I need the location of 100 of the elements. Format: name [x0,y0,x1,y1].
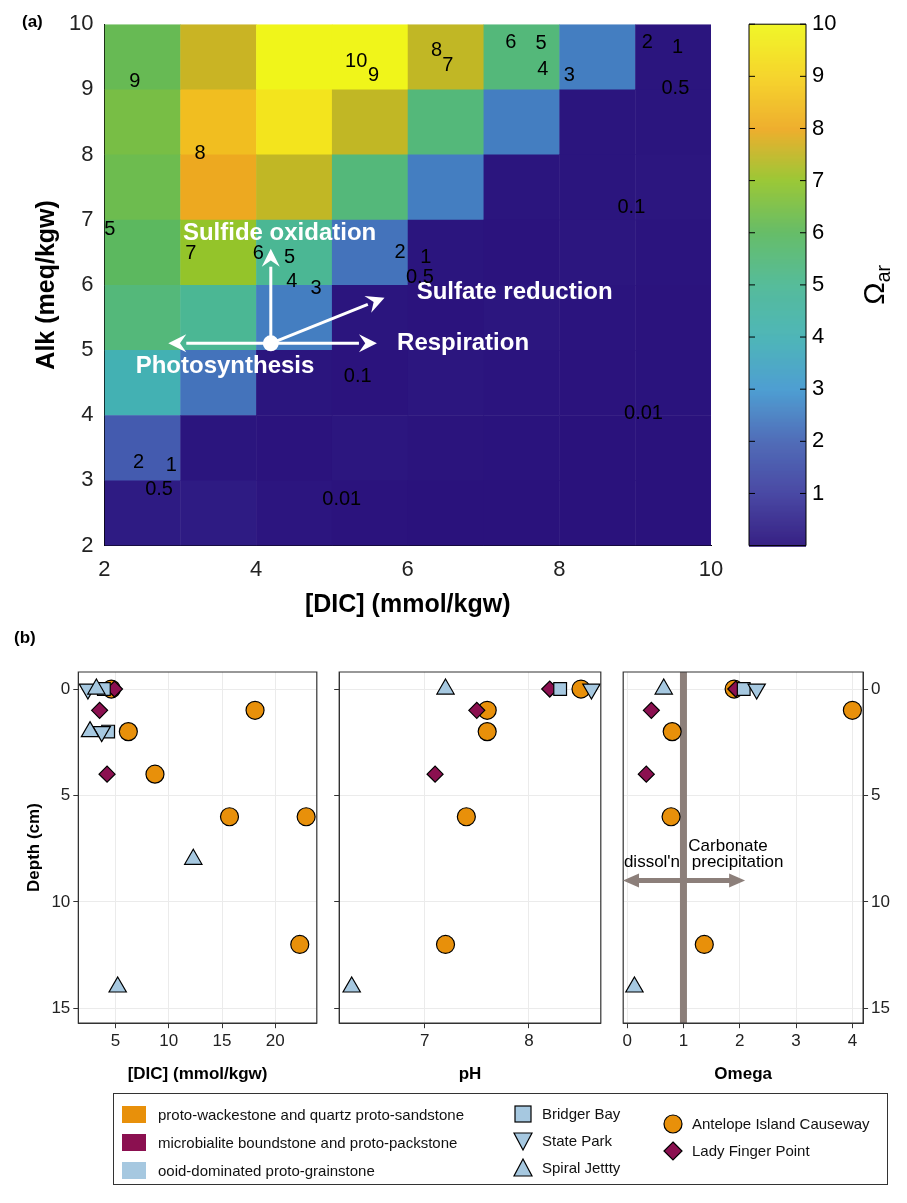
x-tick-label: 1 [678,1031,689,1051]
legend-label: State Park [542,1132,613,1149]
x-tick-label: 4 [847,1031,858,1051]
x-tick-label: 20 [265,1031,285,1051]
point [694,934,714,955]
point [477,722,497,742]
annotation: dissol'n [623,852,681,872]
y-axis-title: Depth (cm) [23,803,43,892]
y-tick-label: 3 [81,466,94,492]
y-tick-label: 2 [81,531,94,557]
annotation: Carbonate [688,835,768,855]
y-tick-label: 10 [68,10,94,36]
point [91,701,109,719]
x-tick-label: 5 [110,1031,121,1051]
y2-tick-label: 5 [871,785,881,805]
x-tick-label: 10 [698,555,724,581]
point [245,700,265,720]
annotation: 9 [368,62,380,85]
annotation: 5 [283,245,296,268]
text: proto-wackestone and quartz proto-sandstone [158,1105,465,1123]
point [662,722,682,742]
x-tick-label: 3 [791,1031,801,1051]
y-tick-label: 9 [81,75,94,101]
legend-label: Lady Finger Point [692,1142,810,1159]
y2-tick-label: 0 [871,678,881,698]
x-tick-label: 8 [524,1031,534,1051]
point [661,807,681,827]
y-tick-label: 7 [81,205,94,231]
color-bar-label: 4 [812,323,825,349]
color-bar-label: 5 [812,270,825,296]
x-tick-label: 8 [553,555,566,581]
point [642,701,660,719]
annotation: 7 [442,53,454,76]
annotation: 8 [430,38,443,61]
color-bar-label: 7 [812,166,825,192]
point [145,764,165,784]
annotation: 0.5 [145,477,173,500]
x-axis-title: pH [458,1064,482,1084]
y2-tick-label: 15 [871,997,891,1017]
x-axis-title: [DIC] (mmol/kgw) [127,1064,268,1084]
annotation: 0.1 [343,363,372,386]
annotation: 1 [672,34,684,57]
x-tick-label: 0 [622,1031,632,1051]
x-tick-label: 4 [249,555,263,581]
annotation: 4 [286,269,298,292]
point [118,722,138,742]
point [456,807,476,827]
annotation: 9 [129,69,141,92]
y-tick-label: 4 [81,401,94,427]
point [290,934,310,955]
y-tick-label: 5 [81,336,94,362]
color-bar-title: Ωar [857,264,895,305]
annotation: 1 [420,245,432,268]
x-axis-title: Omega [714,1064,773,1084]
annotation: 2 [641,29,653,52]
point [842,700,862,720]
y-axis-title: Alk (meq/kgw) [30,200,59,370]
y-tick-label: 5 [60,785,71,805]
annotation: 6 [505,29,517,52]
x-tick-label: 7 [419,1031,430,1051]
point [468,701,486,719]
y-tick-label: 15 [51,997,71,1017]
point [426,765,444,783]
annotation: 8 [194,141,206,164]
y-tick-label: 6 [81,270,94,296]
x-tick-label: 15 [212,1031,232,1051]
annotation: 5 [535,31,547,54]
annotation: 2 [133,449,145,472]
x-tick-label: 10 [159,1031,179,1051]
color-bar-label: 1 [812,479,825,505]
legend-label: Antelope Island Causeway [692,1115,870,1132]
color-bar-label: 6 [812,218,825,244]
legend-label: Spiral Jettty [542,1159,621,1176]
color-bar-label: 3 [812,375,825,401]
x-tick-label: 2 [735,1031,745,1051]
point [637,765,655,783]
annotation: 0.01 [322,487,362,510]
annotation: precipitation [691,852,784,872]
text: microbialite boundstone and proto-packstone [158,1133,458,1151]
annotation: 3 [563,62,575,85]
color-bar-label: 9 [812,62,825,88]
legend-label: Bridger Bay [542,1105,621,1122]
annotation: 4 [537,57,549,80]
point [435,934,456,955]
x-tick-label: 2 [98,555,111,581]
chart-title: (b) [14,628,36,648]
y-tick-label: 0 [60,678,71,698]
point [296,807,316,827]
point [736,682,751,696]
y-tick-label: 8 [81,140,94,166]
annotation: 1 [165,452,177,475]
annotation: 0.1 [617,194,646,217]
annotation: 5 [104,217,116,240]
point [553,682,568,696]
chart-title: (a) [22,12,43,32]
y2-tick-label: 10 [871,891,891,911]
y-tick-label: 10 [51,891,71,911]
annotation: 0.01 [624,401,663,424]
color-bar-label: 8 [812,114,825,140]
text: ooid-dominated proto-grainstone [158,1161,375,1179]
